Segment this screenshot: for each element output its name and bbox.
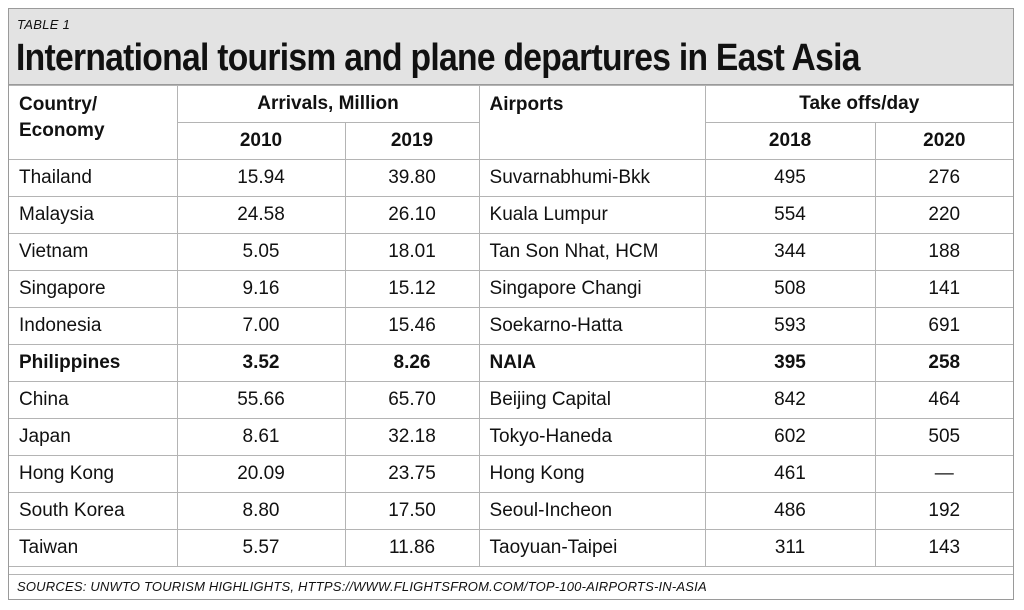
- country-cell: South Korea: [9, 492, 178, 530]
- airports-header: Airports: [478, 85, 706, 160]
- arrivals-2010-cell: 8.61: [176, 418, 346, 456]
- sources-note: SOURCES: UNWTO TOURISM HIGHLIGHTS, HTTPS…: [9, 574, 1013, 599]
- airport-cell: Suvarnabhumi-Bkk: [478, 159, 706, 197]
- table-row: Hong Kong 20.09 23.75 Hong Kong 461—: [9, 455, 1014, 493]
- airport-cell: Tokyo-Haneda: [478, 418, 706, 456]
- arrivals-2019-cell: 11.86: [344, 529, 480, 567]
- year-header: 2019: [344, 122, 480, 160]
- takeoffs-2018-cell: 311: [704, 529, 876, 567]
- airport-cell: Soekarno-Hatta: [478, 307, 706, 345]
- arrivals-2019-cell: 65.70: [344, 381, 480, 419]
- arrivals-2019-cell: 18.01: [344, 233, 480, 271]
- table-row: Philippines 3.52 8.26 NAIA 395 258: [9, 344, 1014, 382]
- country-cell: Indonesia: [9, 307, 178, 345]
- arrivals-2019-cell: 8.26: [344, 344, 480, 382]
- arrivals-2019-cell: 32.18: [344, 418, 480, 456]
- arrivals-2010-cell: 24.58: [176, 196, 346, 234]
- country-cell: China: [9, 381, 178, 419]
- takeoffs-2020-cell: 258: [874, 344, 1014, 382]
- arrivals-2010-cell: 5.57: [176, 529, 346, 567]
- table-row: South Korea 8.80 17.50 Seoul-Incheon 486 192: [9, 492, 1014, 530]
- arrivals-2010-cell: 3.52: [176, 344, 346, 382]
- takeoffs-2018-cell: 602: [704, 418, 876, 456]
- takeoffs-2018-cell: 461: [704, 455, 876, 493]
- table-row: China 55.66 65.70 Beijing Capital 842 464: [9, 381, 1014, 419]
- airport-cell: Singapore Changi: [478, 270, 706, 308]
- arrivals-2010-cell: 9.16: [176, 270, 346, 308]
- airport-cell: Tan Son Nhat, HCM: [478, 233, 706, 271]
- table-figure: TABLE 1 International tourism and plane …: [8, 8, 1014, 600]
- airport-cell: NAIA: [478, 344, 706, 382]
- arrivals-2019-cell: 23.75: [344, 455, 480, 493]
- table-row: Indonesia 7.00 15.46 Soekarno-Hatta 593 691: [9, 307, 1014, 345]
- table-row: Vietnam 5.05 18.01 Tan Son Nhat, HCM 344 188: [9, 233, 1014, 271]
- arrivals-2019-cell: 39.80: [344, 159, 480, 197]
- country-cell: Taiwan: [9, 529, 178, 567]
- country-cell: Thailand: [9, 159, 178, 197]
- table-row: Taiwan 5.57 11.86 Taoyuan-Taipei 311 143: [9, 529, 1014, 567]
- takeoffs-2018-cell: 842: [704, 381, 876, 419]
- arrivals-2019-cell: 26.10: [344, 196, 480, 234]
- takeoffs-2020-cell: 464: [874, 381, 1014, 419]
- header-row-groups: Country/ Economy Arrivals, Million Airpo…: [9, 85, 1014, 160]
- arrivals-2010-cell: 15.94: [176, 159, 346, 197]
- year-header: 2010: [177, 122, 346, 160]
- table-title: International tourism and plane departur…: [16, 37, 860, 79]
- takeoffs-2020-cell: 192: [874, 492, 1014, 530]
- takeoffs-2018-cell: 495: [704, 159, 876, 197]
- arrivals-2010-cell: 7.00: [176, 307, 346, 345]
- table-row: Thailand 15.94 39.80 Suvarnabhumi-Bkk 495 276: [9, 159, 1014, 197]
- airport-cell: Kuala Lumpur: [478, 196, 706, 234]
- takeoffs-2020-cell: 143: [874, 529, 1014, 567]
- table-label: TABLE 1: [17, 17, 71, 32]
- airport-cell: Taoyuan-Taipei: [478, 529, 706, 567]
- arrivals-2019-cell: 15.12: [344, 270, 480, 308]
- arrivals-2010-cell: 55.66: [176, 381, 346, 419]
- country-cell: Philippines: [9, 344, 178, 382]
- table-row: Singapore 9.16 15.12 Singapore Changi 508 141: [9, 270, 1014, 308]
- takeoffs-2018-cell: 486: [704, 492, 876, 530]
- arrivals-2010-cell: 20.09: [176, 455, 346, 493]
- takeoffs-2018-cell: 508: [704, 270, 876, 308]
- takeoffs-2020-cell: 505: [874, 418, 1014, 456]
- year-header: 2020: [874, 122, 1014, 160]
- takeoffs-2020-cell: 220: [874, 196, 1014, 234]
- country-cell: Japan: [9, 418, 178, 456]
- table-body: Thailand 15.94 39.80 Suvarnabhumi-Bkk 495 276…: [9, 159, 1014, 567]
- takeoffs-2020-cell: 691: [874, 307, 1014, 345]
- takeoffs-2020-cell: 188: [874, 233, 1014, 271]
- year-header: 2018: [704, 122, 876, 160]
- takeoffs-2018-cell: 344: [704, 233, 876, 271]
- airport-cell: Beijing Capital: [478, 381, 706, 419]
- takeoffs-2018-cell: 395: [704, 344, 876, 382]
- takeoffs-2020-cell: 141: [874, 270, 1014, 308]
- arrivals-2010-cell: 8.80: [176, 492, 346, 530]
- takeoffs-2018-cell: 593: [704, 307, 876, 345]
- takeoffs-2020-cell: —: [874, 455, 1014, 493]
- country-cell: Vietnam: [9, 233, 178, 271]
- country-cell: Singapore: [9, 270, 178, 308]
- takeoffs-2018-cell: 554: [704, 196, 876, 234]
- data-table: Country/ Economy Arrivals, Million Airpo…: [9, 85, 1014, 567]
- takeoffs-2020-cell: 276: [874, 159, 1014, 197]
- airport-cell: Seoul-Incheon: [478, 492, 706, 530]
- title-band: TABLE 1 International tourism and plane …: [9, 9, 1013, 85]
- arrivals-2019-cell: 17.50: [344, 492, 480, 530]
- table-row: Japan 8.61 32.18 Tokyo-Haneda 602 505: [9, 418, 1014, 456]
- arrivals-2019-cell: 15.46: [344, 307, 480, 345]
- table-row: Malaysia 24.58 26.10 Kuala Lumpur 554 220: [9, 196, 1014, 234]
- country-cell: Hong Kong: [9, 455, 178, 493]
- country-header: Country/ Economy: [9, 85, 178, 160]
- arrivals-2010-cell: 5.05: [176, 233, 346, 271]
- arrivals-header: Arrivals, Million: [176, 85, 480, 123]
- country-cell: Malaysia: [9, 196, 178, 234]
- airport-cell: Hong Kong: [478, 455, 706, 493]
- takeoffs-header: Take offs/day: [704, 85, 1014, 123]
